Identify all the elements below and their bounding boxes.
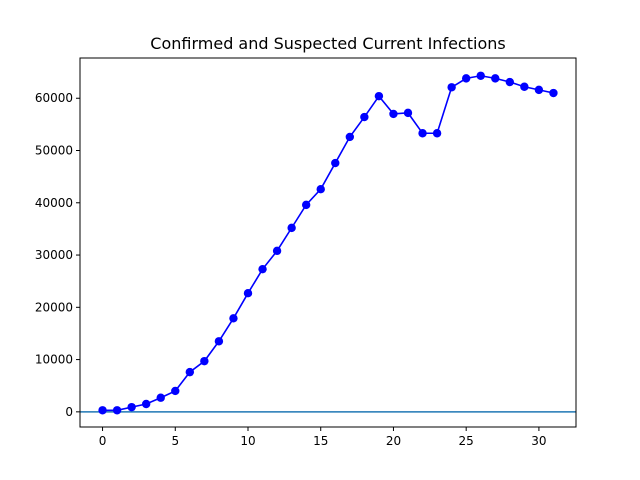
- x-tick-label: 15: [313, 434, 328, 448]
- data-point: [287, 223, 296, 233]
- data-point: [258, 264, 267, 274]
- data-point: [505, 77, 515, 87]
- data-point: [447, 83, 456, 92]
- data-point: [200, 356, 209, 366]
- y-tick-label: 20000: [35, 300, 73, 314]
- data-point: [185, 367, 195, 377]
- x-tick-label: 0: [99, 434, 107, 448]
- y-tick-label: 10000: [35, 353, 73, 367]
- series-line-0: [102, 74, 554, 412]
- data-point: [345, 132, 355, 142]
- data-point: [374, 91, 384, 101]
- y-tick-label: 30000: [35, 248, 73, 262]
- y-tick-label: 60000: [35, 91, 73, 105]
- chart-title: Confirmed and Suspected Current Infectio…: [150, 34, 505, 53]
- data-point: [389, 109, 398, 119]
- data-point: [316, 184, 325, 194]
- axes-frame: [79, 57, 577, 428]
- plot-area: [80, 71, 576, 415]
- data-point: [491, 74, 500, 83]
- y-tick-label: 50000: [35, 144, 73, 158]
- data-point: [243, 289, 253, 298]
- data-point: [301, 200, 311, 210]
- data-point: [171, 386, 180, 396]
- y-axis: 0 10000 20000 30000 40000 50000 60000: [35, 91, 80, 419]
- data-point: [331, 158, 340, 168]
- x-tick-label: 30: [531, 434, 546, 448]
- data-point: [432, 129, 442, 138]
- y-tick-label: 40000: [35, 196, 73, 210]
- data-point: [141, 399, 151, 409]
- x-axis: 0 5 10 15 20 25 30: [99, 427, 547, 448]
- data-point: [229, 314, 238, 323]
- data-point: [534, 85, 544, 95]
- data-point: [476, 71, 485, 80]
- x-tick-label: 10: [240, 434, 255, 448]
- data-point: [418, 129, 427, 138]
- data-point: [156, 393, 165, 402]
- data-point: [360, 112, 369, 122]
- data-point: [403, 108, 413, 118]
- data-point: [549, 88, 558, 98]
- x-tick-label: 25: [459, 434, 474, 448]
- data-point: [520, 82, 529, 91]
- data-point: [461, 74, 471, 83]
- data-point: [127, 402, 136, 412]
- data-point: [112, 406, 122, 415]
- y-tick-label: 0: [65, 405, 73, 419]
- data-point: [98, 406, 107, 415]
- x-tick-label: 5: [171, 434, 179, 448]
- x-tick-label: 20: [386, 434, 401, 448]
- data-point: [272, 246, 282, 256]
- data-point: [214, 337, 224, 346]
